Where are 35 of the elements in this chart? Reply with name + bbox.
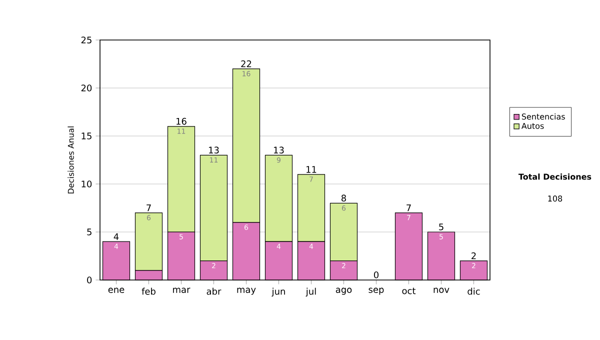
- total-label: 11: [306, 166, 316, 173]
- total-label: 0: [374, 271, 379, 278]
- x-tick-label: jun: [272, 288, 285, 296]
- y-tick-label: 25: [81, 36, 92, 44]
- total-label: 13: [209, 146, 219, 154]
- total-label: 13: [274, 146, 284, 154]
- total-label: 2: [472, 252, 476, 260]
- total-label: 8: [342, 194, 346, 202]
- x-tick-label: ene: [108, 288, 124, 293]
- total-label: 4: [114, 233, 119, 240]
- text: Total Decisiones: [518, 174, 592, 180]
- x-tick-label: mar: [173, 288, 190, 293]
- total-label: 5: [439, 224, 444, 230]
- x-tick-label: sep: [368, 288, 384, 295]
- x-tick-label: ago: [336, 288, 352, 295]
- legend-label: Sentencias: [522, 113, 565, 120]
- total-label: 7: [406, 204, 411, 212]
- x-tick-label: oct: [402, 288, 416, 294]
- x-tick-label: abr: [206, 288, 222, 295]
- y-tick-label: 15: [82, 132, 92, 140]
- x-tick-label: dic: [468, 288, 480, 295]
- x-tick-label: may: [237, 288, 256, 295]
- y-tick-label: 10: [82, 180, 92, 188]
- y-tick-label: 0: [87, 276, 92, 284]
- y-tick-label: 5: [87, 228, 92, 236]
- total-label: 22: [241, 60, 252, 68]
- y-tick-label: 20: [81, 84, 92, 92]
- x-tick-label: feb: [142, 288, 156, 295]
- total-label: 16: [176, 118, 186, 125]
- legend-label: Autos: [521, 122, 544, 129]
- text: 108: [548, 196, 562, 202]
- x-tick-label: jul: [306, 288, 316, 296]
- y-axis-title: Decisiones Anual: [68, 126, 74, 194]
- x-tick-label: nov: [434, 288, 450, 293]
- total-label: 7: [146, 204, 151, 212]
